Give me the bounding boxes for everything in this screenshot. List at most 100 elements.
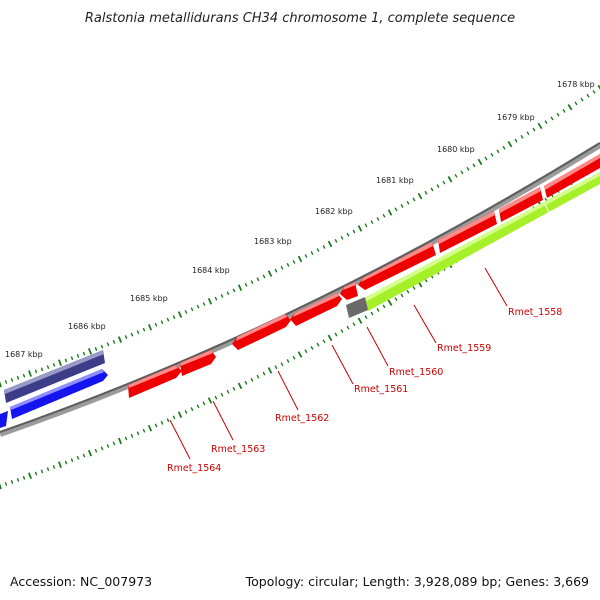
inner-scale-tick: [100, 446, 104, 451]
outer-scale-tick: [250, 280, 254, 285]
outer-scale-tick: [436, 184, 440, 188]
outer-scale-tick: [100, 344, 104, 349]
gene-blue-partial[interactable]: [0, 411, 8, 428]
outer-scale-tick: [382, 213, 386, 218]
inner-scale-tick: [117, 437, 123, 445]
outer-scale-tick: [507, 140, 513, 148]
outer-scale-tick: [16, 375, 20, 380]
inner-scale-tick: [40, 469, 44, 474]
inner-scale-tick: [357, 317, 363, 324]
inner-scale-tick: [232, 386, 236, 391]
inner-scale-tick: [262, 371, 266, 376]
outer-scale-tick: [297, 255, 303, 263]
outer-scale-tick: [484, 156, 488, 161]
outer-scale-tick: [10, 377, 14, 382]
gene-rmet-1558[interactable]: [438, 211, 497, 253]
chromosome-backbone: [0, 142, 600, 437]
outer-scale-tick: [280, 265, 284, 270]
inner-scale-tick: [394, 297, 398, 302]
gene-rmet-1564[interactable]: [128, 365, 182, 398]
inner-scale-tick: [87, 449, 93, 457]
inner-scale-tick: [327, 334, 333, 342]
inner-scale-tick: [64, 460, 68, 465]
outer-scale-tick: [262, 274, 266, 279]
outer-scale-tick: [592, 90, 596, 94]
outer-scale-tick: [514, 138, 518, 143]
outer-scale-tick: [214, 296, 218, 301]
gene-rmet-1559[interactable]: [358, 242, 436, 290]
outer-scale-tick: [556, 112, 560, 117]
outer-scale-tick: [106, 342, 110, 347]
outer-scale-tick: [346, 232, 350, 237]
outer-scale-tick: [64, 358, 68, 363]
gene-rmet-1561[interactable]: [290, 293, 342, 326]
gene-rmet-1563[interactable]: [180, 350, 216, 376]
inner-scale-tick: [22, 475, 26, 480]
gene-labels: Rmet_1558 Rmet_1559 Rmet_1560 Rmet_1561 …: [167, 307, 562, 474]
outer-scale-tick: [58, 359, 62, 367]
gene-grey[interactable]: [346, 297, 368, 318]
inner-scale-tick: [46, 467, 50, 472]
topology-summary: Topology: circular; Length: 3,928,089 bp…: [245, 574, 589, 589]
outer-scale-tick: [520, 134, 524, 139]
outer-scale-tick: [472, 163, 476, 168]
inner-scale-tick: [226, 389, 230, 394]
outer-scale-tick: [387, 209, 393, 216]
outer-scale-tick: [466, 166, 470, 171]
outer-scale-tick: [400, 204, 404, 208]
outer-scale-tick: [94, 347, 98, 351]
gene-label-rmet-1563[interactable]: Rmet_1563: [211, 444, 265, 455]
gene-label-rmet-1559[interactable]: Rmet_1559: [437, 343, 491, 354]
inner-scale-tick: [177, 411, 183, 418]
inner-scale-tick: [106, 444, 110, 448]
outer-scale-tick: [172, 315, 176, 320]
inner-scale-tick: [400, 293, 404, 298]
gene-red-right[interactable]: [499, 154, 600, 222]
inner-scale-tick: [207, 397, 213, 404]
inner-scale-tick: [112, 441, 116, 446]
outer-scale-tick: [586, 93, 590, 98]
inner-scale-tick: [237, 382, 243, 390]
scale-label-1680: 1680 kbp: [437, 145, 475, 154]
inner-scale-tick: [94, 448, 98, 453]
scale-label-1679: 1679 kbp: [497, 113, 535, 122]
inner-scale-tick: [76, 455, 80, 460]
outer-scale-tick: [274, 268, 278, 273]
scale-label-1683: 1683 kbp: [254, 237, 292, 246]
outer-scale-ticks: [0, 84, 600, 388]
outer-scale-tick: [310, 251, 314, 256]
inner-scale-tick: [214, 395, 218, 400]
outer-scale-tick: [160, 320, 164, 325]
gene-label-rmet-1561[interactable]: Rmet_1561: [354, 384, 408, 395]
inner-scale-tick: [412, 286, 416, 290]
scale-label-1685: 1685 kbp: [130, 294, 168, 303]
outer-scale-tick: [70, 356, 74, 361]
inner-scale-tick: [280, 362, 284, 367]
gene-label-leaders: [169, 267, 508, 460]
scale-label-1686: 1686 kbp: [68, 322, 106, 331]
gene-lime[interactable]: [364, 172, 600, 311]
gene-rmet-1562[interactable]: [232, 314, 291, 350]
inner-scale-tick: [220, 392, 224, 397]
inner-scale-tick: [130, 433, 134, 438]
inner-scale-tick: [334, 332, 338, 337]
outer-scale-tick: [394, 207, 398, 212]
gene-blue[interactable]: [10, 369, 108, 419]
gene-label-rmet-1564[interactable]: Rmet_1564: [167, 463, 221, 474]
outer-scale-tick: [567, 104, 573, 111]
inner-scale-tick: [406, 289, 410, 294]
outer-scale-tick: [357, 225, 363, 232]
inner-scale-tick: [190, 407, 194, 412]
outer-scale-tick: [424, 190, 428, 195]
outer-scale-tick: [87, 347, 93, 355]
gene-label-rmet-1558[interactable]: Rmet_1558: [508, 307, 562, 318]
gene-rmet-1560[interactable]: [340, 282, 358, 300]
inner-scale-tick: [346, 325, 350, 330]
outer-scale-tick: [112, 339, 116, 344]
gene-label-rmet-1560[interactable]: Rmet_1560: [389, 367, 443, 378]
inner-scale-tick: [82, 453, 86, 458]
gene-label-rmet-1562[interactable]: Rmet_1562: [275, 413, 329, 424]
inner-scale-tick: [387, 299, 393, 306]
gene-navy[interactable]: [4, 350, 105, 403]
